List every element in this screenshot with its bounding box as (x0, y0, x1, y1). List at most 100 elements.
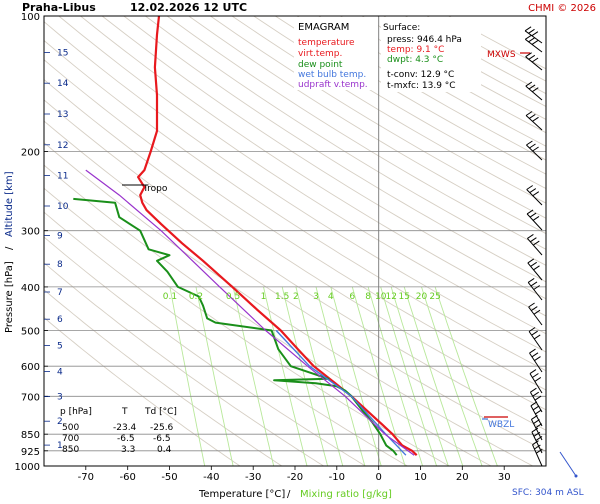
temperature-tick-label: -40 (203, 472, 219, 483)
mixing-ratio-label: 20 (416, 292, 428, 302)
wind-barb-flag (531, 262, 537, 266)
level-table: p [hPa] T Td [°C] 500 -23.4 -25.6 700 -6… (60, 407, 177, 455)
wind-barb-flag (533, 216, 539, 220)
wind-barb-staff (529, 307, 542, 325)
wind-barb-flag (534, 266, 540, 270)
wind-barb-flag (533, 406, 539, 410)
pressure-tick-label: 850 (21, 430, 40, 441)
table-cell: -25.6 (150, 423, 174, 433)
wind-barb-flag (530, 349, 536, 353)
table-cell: 700 (62, 434, 79, 444)
wind-barb-flag (535, 396, 541, 400)
surface-wind-barb (560, 452, 576, 476)
altitude-tick-label: 3 (57, 393, 63, 403)
wind-barb-flag (531, 415, 537, 419)
altitude-tick-label: 8 (57, 260, 63, 270)
wind-barb-flag (532, 374, 538, 378)
wind-barb-flag (535, 410, 541, 414)
table-header-p: p [hPa] (60, 407, 92, 417)
mixing-ratio-label: 8 (365, 292, 371, 302)
y-axis-label-separator: / (4, 246, 15, 250)
wind-barb-flag (525, 27, 531, 31)
wind-barb-flag (533, 117, 539, 121)
wind-barb-flag (525, 35, 531, 39)
wind-barb-flag (529, 114, 535, 118)
wind-barb-flag (533, 392, 539, 396)
wind-barb-flag (527, 234, 533, 238)
altitude-tick-label: 10 (57, 202, 69, 212)
temperature-tick-label: 10 (414, 472, 427, 483)
table-cell: 850 (62, 445, 79, 455)
pressure-tick-label: 200 (21, 148, 40, 159)
mixing-ratio-line (233, 287, 274, 466)
table-cell: -23.4 (113, 423, 137, 433)
legend-wet-bulb: wet bulb temp. (298, 70, 366, 80)
temperature-tick-label: 30 (498, 472, 511, 483)
y-axis-title: Pressure [hPa] / Altitude [km] (4, 171, 15, 333)
surface-tconv: t-conv: 12.9 °C (387, 70, 454, 80)
surface-dwpt: dwpt: 4.3 °C (387, 55, 443, 65)
temperature-tick-label: -10 (329, 472, 345, 483)
mixing-ratio-label: 0.1 (163, 292, 177, 302)
y-axis-label-altitude: Altitude [km] (4, 171, 15, 237)
temperature-tick-label: -60 (120, 472, 136, 483)
mixing-ratio-label: 12 (385, 292, 396, 302)
wbzl-label: WBZL (488, 420, 514, 430)
table-cell: -6.5 (117, 434, 135, 444)
sfc-label: SFC: 304 m ASL (512, 488, 584, 498)
wind-barb-flag (527, 186, 533, 190)
wind-barb-flag (528, 278, 534, 282)
surface-temp: temp: 9.1 °C (387, 45, 444, 55)
mixing-ratio-line (391, 287, 448, 466)
mixing-ratio-line (435, 287, 497, 466)
tropopause-label: Tropo (142, 184, 168, 194)
pressure-tick-label: 600 (21, 362, 40, 373)
legend-virt-temp: virt.temp. (298, 49, 342, 59)
wind-barb-flag (534, 286, 540, 290)
mixing-ratio-label: 4 (328, 292, 334, 302)
x-axis-label-temperature: Temperature [°C] (198, 489, 285, 500)
pressure-tick-label: 700 (21, 392, 40, 403)
pressure-tick-label: 400 (21, 283, 40, 294)
temperature-tick-label: 0 (376, 472, 382, 483)
wind-barb-flag (530, 370, 536, 374)
pressure-tick-label: 925 (21, 447, 40, 458)
mixing-ratio-label: 3 (313, 292, 319, 302)
legend-dew-point: dew point (298, 60, 343, 70)
table-cell: 0.4 (157, 445, 172, 455)
mixing-ratio-line (170, 287, 205, 466)
wind-barbs (525, 27, 577, 478)
wind-barb-flag (529, 38, 535, 42)
wind-barb-flag (534, 420, 540, 424)
temperature-tick-label: -20 (287, 472, 303, 483)
surface-info: Surface: press: 946.4 hPa temp: 9.1 °C d… (381, 17, 481, 92)
surface-wind-dot (575, 475, 578, 478)
wind-barb-staff (533, 445, 543, 466)
wind-barb-flag (532, 353, 538, 357)
wind-barb-staff (526, 145, 542, 160)
wind-barb-flag (526, 141, 532, 145)
wind-barb-staff (529, 332, 542, 351)
wind-barb-staff (527, 190, 542, 206)
temperature-tick-label: 20 (456, 472, 469, 483)
mixing-ratio-label: 1.5 (275, 292, 289, 302)
mixing-ratio-line (404, 287, 463, 466)
wind-barb-staff (528, 263, 542, 280)
wind-barb-flag (530, 189, 536, 193)
observation-datetime: 12.02.2026 12 UTC (130, 1, 247, 14)
mixing-ratio-label: 1 (261, 292, 267, 302)
mixing-ratio-line (422, 287, 483, 466)
altitude-tick-label: 5 (57, 342, 63, 352)
right-annotations: MXWS WBZL SFC: 304 m ASL (482, 50, 584, 498)
wind-barb-flag (535, 377, 541, 381)
pressure-tick-label: 100 (21, 12, 40, 23)
altitude-tick-label: 12 (57, 141, 68, 151)
legend-title: EMAGRAM (298, 22, 349, 33)
table-cell: -6.5 (153, 434, 171, 444)
wind-barb-flag (531, 282, 537, 286)
wind-barb-flag (528, 259, 534, 263)
legend-temperature: temperature (298, 38, 355, 48)
legend: EMAGRAM temperature virt.temp. dew point… (294, 17, 378, 90)
